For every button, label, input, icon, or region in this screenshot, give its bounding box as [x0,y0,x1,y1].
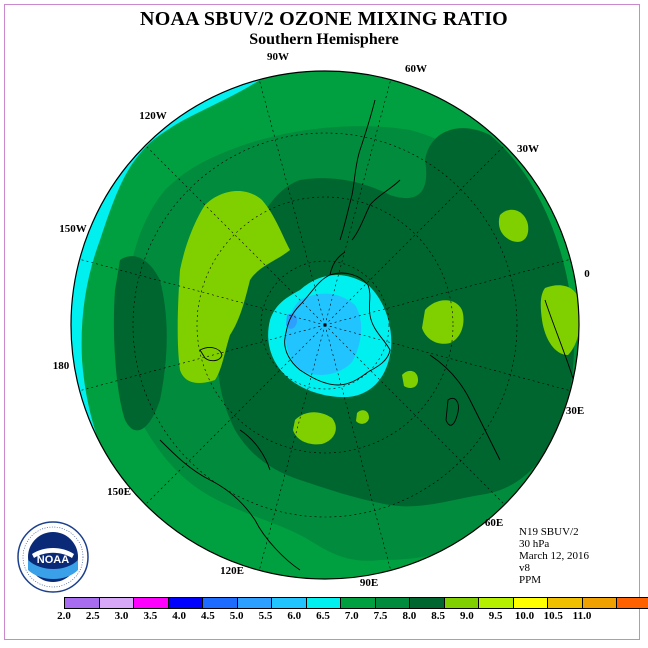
contour-7.0-region [218,128,575,507]
contour-7.5-region-south-atlantic [540,285,579,355]
contour-7.0-region-west [113,256,167,431]
contour-4.5-polar-region [286,313,298,329]
colorbar-tick-label: 9.0 [460,610,474,622]
contour-5.0-polar-region [285,293,362,375]
colorbar-swatch [444,598,479,608]
colorbar-swatch [306,598,341,608]
graticule [73,73,577,577]
meridian-line [73,324,326,393]
colorbar-tick-label: 4.0 [172,610,186,622]
lon-label-30w: 30W [517,143,539,155]
info-level: 30 hPa [519,538,550,550]
colorbar-tick-label: 3.5 [143,610,158,622]
lon-label-30e: 30E [565,405,585,417]
colorbar-swatch [65,598,100,608]
colorbar-swatch [617,598,648,608]
contour-7.5-region-indian [422,300,464,344]
colorbar-swatch [272,598,307,608]
colorbar-tick-label: 11.0 [572,610,592,622]
lon-label-150e: 150E [107,486,131,498]
info-units: PPM [519,574,542,586]
contour-7.5-region-atlantic [498,209,529,242]
colorbar-tick-label: 6.0 [287,610,302,622]
colorbar-tick-label: 7.0 [344,610,359,622]
lon-label-60e: 60E [484,517,504,529]
meridian-line [257,73,326,326]
page-subtitle: Southern Hemisphere [249,31,399,48]
colorbar-swatch [168,598,203,608]
colorbar-swatch [410,598,445,608]
info-instrument: N19 SBUV/2 [519,526,579,538]
meridian-line [257,324,326,577]
lon-label-60w: 60W [405,63,427,75]
colorbar-swatch [99,598,134,608]
colorbar-swatch [341,598,376,608]
coastlines [159,99,576,571]
colorbar-swatch [513,598,548,608]
map-border [70,70,580,580]
info-version: v8 [519,562,530,574]
noaa-logo-text: NOAA [37,554,69,566]
meridian-line [140,324,326,510]
lon-label-120w: 120W [139,110,167,122]
lon-label-0: 0 [584,268,590,280]
contour-7.5-region-tiny [356,410,369,424]
colorbar-swatch [237,598,272,608]
meridian-line [324,257,577,326]
colorbar-tick-label: 4.5 [201,610,215,622]
meridian-lines [73,73,577,577]
contour-7.5-region-australia [293,412,336,445]
latitude-circle-3 [132,132,518,518]
colorbar-tick-label: 8.0 [402,610,417,622]
colorbar-tick-label: 8.5 [431,610,445,622]
new-zealand-coast [199,347,223,362]
noaa-logo-icon: NOAA [16,520,90,594]
colorbar-tick-label: 9.5 [488,610,503,622]
meridian-line [324,324,510,510]
meridian-line [324,324,577,393]
colorbar-tick-label: 6.5 [316,610,330,622]
colorbar-swatch [203,598,238,608]
colorbar [64,597,648,609]
meridian-line [324,73,393,326]
latitude-circle-1 [260,260,390,390]
ozone-field [71,71,579,579]
colorbar-tick-label: 5.0 [229,610,244,622]
lon-label-180: 180 [52,360,70,372]
latitude-circle-2 [196,196,454,454]
lon-label-120e: 120E [220,565,244,577]
meridian-line [73,257,326,326]
colorbar-swatch [375,598,410,608]
meridian-line [140,140,326,326]
australia-coast [159,429,301,571]
plot-info: N19 SBUV/2 30 hPa March 12, 2016 v8 PPM [519,526,589,586]
meridian-line [324,324,393,577]
colorbar-swatch [134,598,169,608]
page-title: NOAA SBUV/2 OZONE MIXING RATIO [140,8,508,30]
colorbar-tick-label: 2.0 [57,610,71,622]
info-date: March 12, 2016 [519,550,589,562]
madagascar-coast [445,397,459,426]
colorbar-swatch [479,598,514,608]
colorbar-tick-label: 7.5 [373,610,388,622]
antarctica-coast [284,272,391,386]
colorbar-tick-label: 5.5 [258,610,273,622]
contour-7.5-region-south-pacific [177,190,290,383]
lon-label-90e: 90E [359,577,379,589]
colorbar-tick-label: 3.0 [114,610,129,622]
contour-7.5-region-small [402,370,418,388]
colorbar-tick-label: 10.0 [514,610,535,622]
africa-coast [429,299,576,461]
meridian-line [324,140,510,326]
colorbar-swatch [582,598,617,608]
south-america-coast [339,99,401,241]
colorbar-tick-label: 10.5 [543,610,563,622]
lon-label-90w: 90W [267,51,289,63]
colorbar-swatch [548,598,583,608]
lon-label-150w: 150W [59,223,87,235]
colorbar-tick-label: 2.5 [85,610,100,622]
